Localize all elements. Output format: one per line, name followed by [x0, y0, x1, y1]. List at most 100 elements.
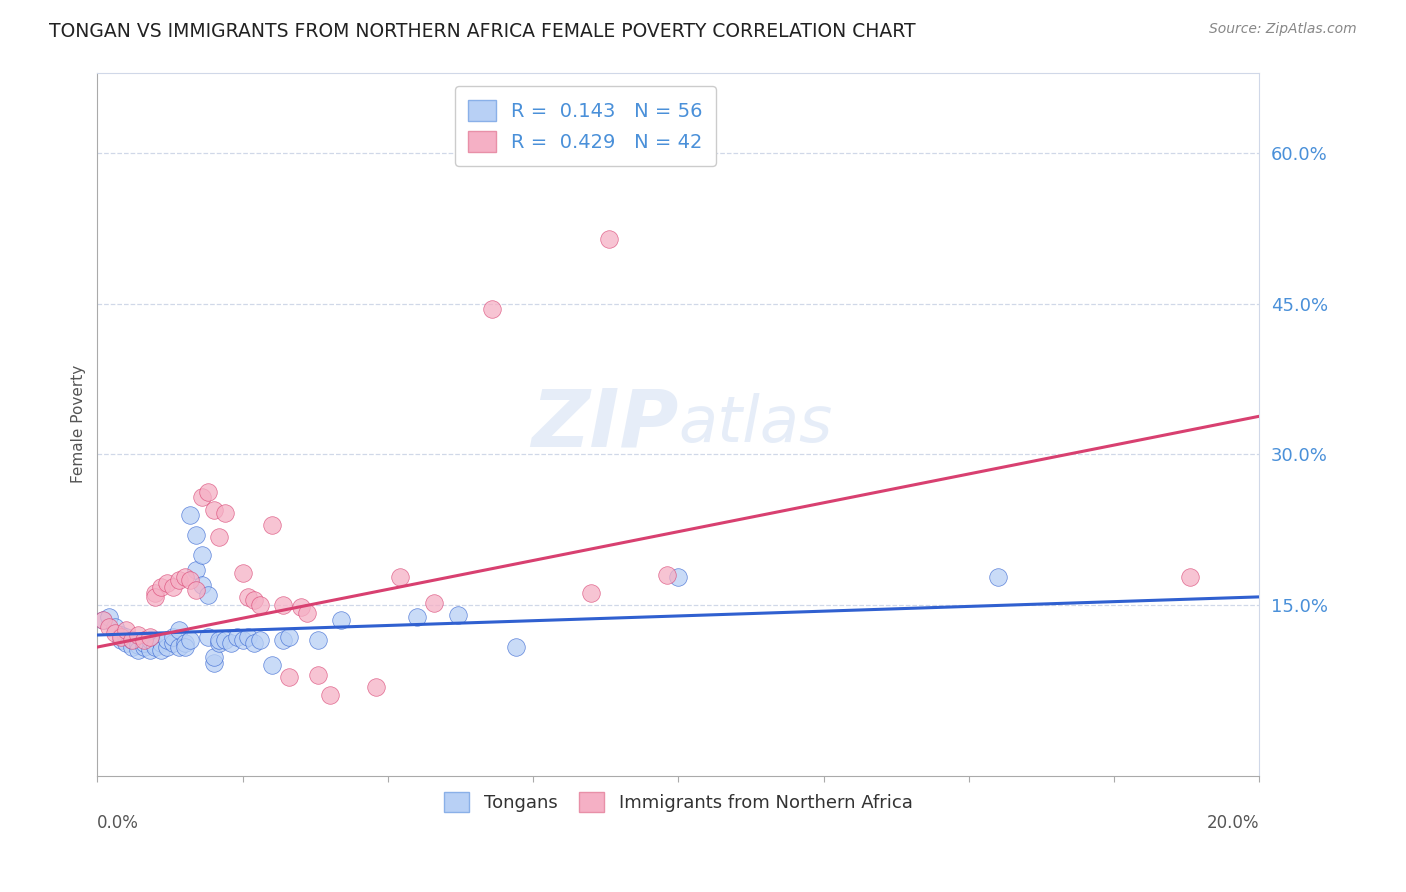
- Text: 20.0%: 20.0%: [1206, 814, 1260, 832]
- Point: [406, 610, 429, 624]
- Point: [179, 633, 201, 648]
- Point: [290, 599, 312, 614]
- Point: [150, 636, 173, 650]
- Point: [505, 640, 527, 654]
- Point: [481, 301, 503, 316]
- Point: [167, 623, 190, 637]
- Point: [162, 630, 184, 644]
- Point: [319, 688, 342, 702]
- Point: [197, 630, 219, 644]
- Point: [184, 563, 207, 577]
- Point: [121, 633, 143, 648]
- Point: [214, 506, 236, 520]
- Point: [278, 630, 301, 644]
- Point: [173, 636, 195, 650]
- Point: [295, 606, 318, 620]
- Point: [132, 640, 155, 654]
- Point: [249, 633, 271, 648]
- Point: [162, 636, 184, 650]
- Point: [104, 626, 127, 640]
- Point: [219, 636, 242, 650]
- Point: [115, 630, 138, 644]
- Point: [197, 588, 219, 602]
- Point: [173, 640, 195, 654]
- Point: [110, 633, 132, 648]
- Point: [598, 231, 620, 245]
- Point: [138, 643, 160, 657]
- Point: [167, 573, 190, 587]
- Point: [184, 582, 207, 597]
- Point: [191, 548, 214, 562]
- Point: [179, 573, 201, 587]
- Text: ZIP: ZIP: [531, 385, 679, 463]
- Point: [423, 596, 446, 610]
- Point: [179, 508, 201, 522]
- Point: [225, 630, 247, 644]
- Point: [184, 527, 207, 541]
- Point: [197, 485, 219, 500]
- Point: [115, 636, 138, 650]
- Point: [132, 633, 155, 648]
- Point: [202, 656, 225, 670]
- Point: [91, 613, 114, 627]
- Point: [249, 598, 271, 612]
- Point: [214, 633, 236, 648]
- Point: [98, 610, 121, 624]
- Point: [138, 633, 160, 648]
- Point: [208, 530, 231, 544]
- Point: [987, 570, 1010, 584]
- Legend: Tongans, Immigrants from Northern Africa: Tongans, Immigrants from Northern Africa: [437, 785, 920, 819]
- Point: [145, 586, 167, 600]
- Point: [121, 640, 143, 654]
- Point: [127, 643, 149, 657]
- Point: [655, 567, 678, 582]
- Point: [167, 640, 190, 654]
- Y-axis label: Female Poverty: Female Poverty: [72, 365, 86, 483]
- Point: [232, 633, 254, 648]
- Point: [243, 636, 266, 650]
- Point: [150, 643, 173, 657]
- Point: [121, 633, 143, 648]
- Point: [115, 623, 138, 637]
- Point: [208, 636, 231, 650]
- Point: [145, 638, 167, 652]
- Point: [238, 590, 260, 604]
- Point: [330, 613, 353, 627]
- Point: [271, 598, 294, 612]
- Text: 0.0%: 0.0%: [97, 814, 139, 832]
- Point: [243, 593, 266, 607]
- Point: [173, 570, 195, 584]
- Point: [110, 630, 132, 644]
- Point: [307, 668, 329, 682]
- Point: [581, 586, 603, 600]
- Point: [366, 680, 388, 694]
- Point: [145, 640, 167, 654]
- Point: [127, 628, 149, 642]
- Point: [156, 633, 179, 648]
- Point: [150, 580, 173, 594]
- Text: atlas: atlas: [679, 393, 832, 455]
- Point: [668, 570, 690, 584]
- Point: [145, 590, 167, 604]
- Point: [132, 636, 155, 650]
- Text: Source: ZipAtlas.com: Source: ZipAtlas.com: [1209, 22, 1357, 37]
- Point: [307, 633, 329, 648]
- Point: [91, 613, 114, 627]
- Point: [202, 650, 225, 665]
- Point: [446, 607, 468, 622]
- Point: [191, 578, 214, 592]
- Point: [271, 633, 294, 648]
- Point: [156, 575, 179, 590]
- Point: [260, 658, 283, 673]
- Point: [127, 638, 149, 652]
- Point: [388, 570, 411, 584]
- Point: [104, 620, 127, 634]
- Text: TONGAN VS IMMIGRANTS FROM NORTHERN AFRICA FEMALE POVERTY CORRELATION CHART: TONGAN VS IMMIGRANTS FROM NORTHERN AFRIC…: [49, 22, 915, 41]
- Point: [1178, 570, 1201, 584]
- Point: [98, 620, 121, 634]
- Point: [208, 633, 231, 648]
- Point: [162, 580, 184, 594]
- Point: [238, 630, 260, 644]
- Point: [191, 490, 214, 504]
- Point: [278, 670, 301, 684]
